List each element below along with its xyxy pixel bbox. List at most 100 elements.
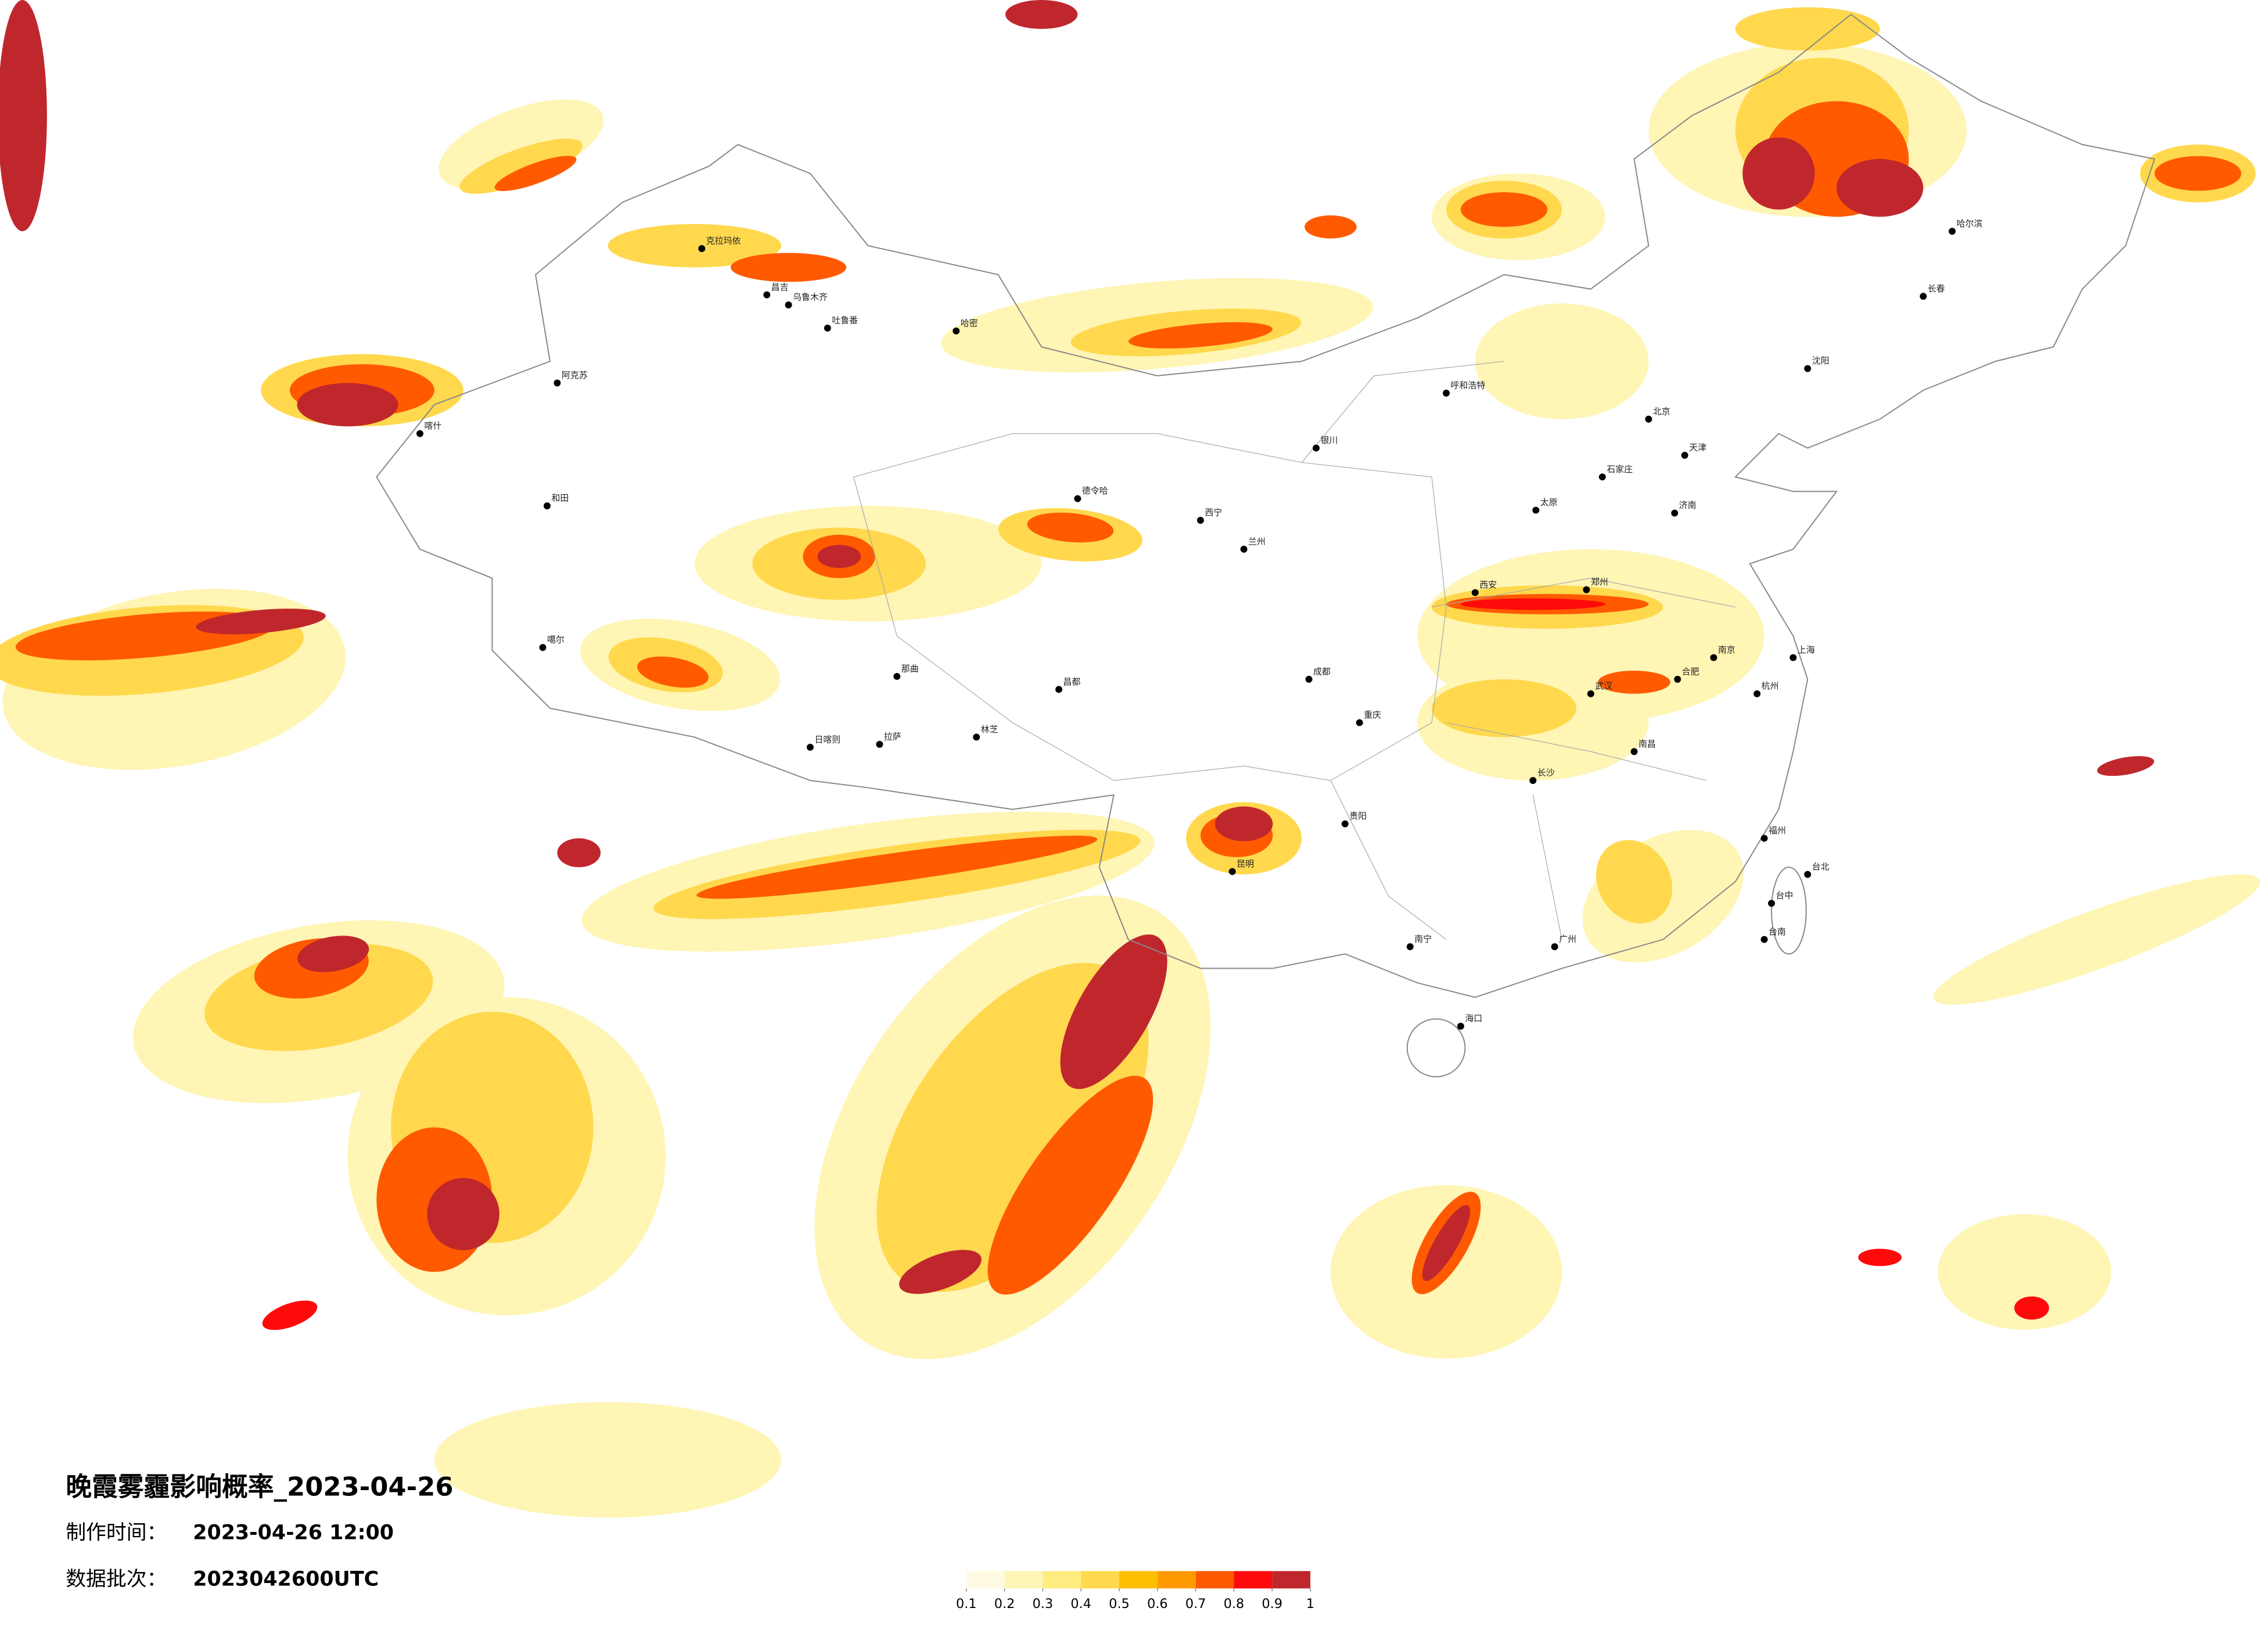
city-dot [544,502,551,510]
city-label: 拉萨 [884,731,901,742]
city-dot [1240,545,1248,553]
colorbar-tick-label: 0.9 [1262,1596,1283,1611]
colorbar-tick-label: 0.7 [1185,1596,1206,1611]
city-label: 台南 [1769,926,1786,937]
haze-area [1596,840,1673,923]
city-dot [539,644,547,651]
city-label: 合肥 [1682,666,1699,677]
city-dot [1313,444,1320,452]
city-label: 长春 [1928,283,1945,294]
colorbar-bin [1081,1571,1120,1589]
city-dot [1406,943,1414,951]
haze-area [696,835,1098,899]
city-label: 台中 [1776,890,1793,901]
city-label: 呼和浩特 [1451,380,1486,391]
city-label: 喀什 [424,420,441,431]
city-label: 林芝 [981,724,998,735]
city-label: 沈阳 [1812,355,1830,366]
city-dot [973,733,980,741]
province-borders [853,361,1735,940]
city-dot [1457,1023,1464,1030]
issue-time-value: 2023-04-26 12:00 [193,1521,394,1545]
haze-area [1933,874,2260,1005]
city-dot [1356,719,1363,726]
haze-area [196,609,326,635]
city-dot [1529,777,1537,784]
colorbar-tick-label: 0.6 [1147,1596,1168,1611]
city-dot [1074,495,1081,502]
city-label: 太原 [1540,497,1558,508]
haze-area [1735,7,1880,51]
haze-area [2014,1296,2049,1320]
city-dot [1645,415,1652,423]
city-dot [1228,868,1236,875]
city-dot [1768,900,1775,907]
city-dot [1598,473,1606,481]
city-label: 昌都 [1063,677,1081,687]
city-label: 福州 [1769,825,1786,836]
haze-area [459,138,583,194]
taiwan-border [1771,866,1807,955]
haze-area [1005,0,1078,29]
city-dot [893,672,901,680]
colorbar-bin [1195,1571,1234,1589]
batch-label: 数据批次： [66,1567,167,1591]
city-dot [1471,589,1479,596]
haze-area [1742,137,1815,210]
haze-area [1432,679,1577,738]
colorbar-tick-label: 1 [1306,1596,1314,1611]
city-label: 昌吉 [771,282,789,292]
city-label: 银川 [1321,435,1338,445]
haze-area [817,545,861,569]
city-label: 阿克苏 [562,370,588,380]
haze-area [2097,756,2154,776]
city-dot [1674,675,1681,683]
haze-area [899,1250,982,1294]
city-label: 上海 [1798,645,1815,655]
haze-area [297,936,369,973]
haze-area [0,0,47,232]
haze-area [1060,934,1167,1089]
haze-area [1858,1249,1902,1267]
issue-time-label: 制作时间： [66,1521,167,1545]
city-label: 南宁 [1414,934,1432,944]
colorbar-tick-label: 0.5 [1109,1596,1130,1611]
city-dot [1789,654,1797,661]
colorbar-bin [1119,1571,1158,1589]
city-dot [416,430,423,437]
city-dot [1532,506,1540,514]
haze-area [731,253,847,282]
city-dot [807,743,814,751]
city-dot [824,325,831,332]
colorbar-bin [1234,1571,1273,1589]
haze-area [557,838,601,868]
city-dot [1804,870,1811,878]
city-dot [1551,943,1558,951]
city-label: 北京 [1653,406,1670,416]
city-label: 南昌 [1638,739,1656,749]
city-label: 西宁 [1205,508,1222,518]
city-label: 乌鲁木齐 [793,292,828,303]
colorbar-bin [1272,1571,1311,1589]
map-title: 晚霞雾霾影响概率_2023-04-26 [66,1472,453,1502]
haze-area [1214,806,1273,841]
colorbar-tick-label: 0.4 [1070,1596,1091,1611]
city-dot [1671,509,1678,517]
city-label: 哈尔滨 [1957,218,1983,229]
city-dot [1753,690,1761,697]
haze-area [1128,322,1273,349]
haze-area [987,1075,1153,1295]
city-label: 郑州 [1591,577,1608,587]
haze-area [637,656,709,688]
city-label: 吐鲁番 [832,315,858,326]
haze-area [2154,156,2241,191]
haze-area [1460,192,1548,227]
city-dot [1341,820,1349,828]
colorbar-tick-label: 0.8 [1224,1596,1245,1611]
city-label: 南京 [1718,645,1735,655]
city-label: 噶尔 [547,635,565,645]
city-dot [1587,690,1594,697]
